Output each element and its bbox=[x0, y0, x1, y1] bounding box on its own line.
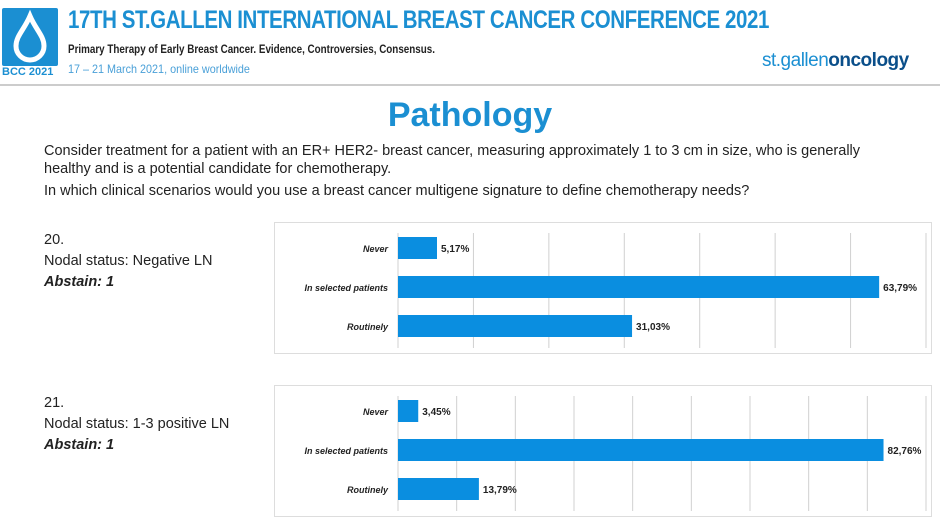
conference-date: 17 – 21 March 2021, online worldwide bbox=[68, 62, 250, 76]
bar bbox=[398, 400, 419, 422]
brand-a: st.gallen bbox=[762, 50, 829, 71]
conference-subtitle: Primary Therapy of Early Breast Cancer. … bbox=[68, 42, 435, 56]
brand-b: oncology bbox=[828, 50, 909, 71]
abstain-count: Abstain: 1 bbox=[44, 274, 115, 290]
data-label: 5,17% bbox=[441, 244, 469, 255]
bar bbox=[398, 276, 880, 298]
category-label: Never bbox=[363, 244, 389, 254]
question-label: Nodal status: 1-3 positive LN bbox=[44, 416, 230, 432]
bar bbox=[398, 439, 884, 461]
abstain-count: Abstain: 1 bbox=[44, 437, 115, 453]
question-number: 21. bbox=[44, 395, 65, 411]
bar bbox=[398, 315, 633, 337]
data-label: 3,45% bbox=[422, 407, 450, 418]
scenario-text: Consider treatment for a patient with an… bbox=[44, 143, 861, 177]
data-label: 63,79% bbox=[883, 283, 917, 294]
data-label: 13,79% bbox=[483, 485, 517, 496]
slide-title: Pathology bbox=[387, 96, 553, 134]
brand-logo: st.gallenoncology bbox=[762, 50, 909, 72]
question-20: 20. Nodal status: Negative LN Abstain: 1 bbox=[44, 230, 212, 293]
chart-20: Never 5,17% In selected patients 63,79% Rout… bbox=[274, 222, 932, 354]
question-text: In which clinical scenarios would you us… bbox=[44, 183, 750, 199]
data-label: 82,76% bbox=[888, 446, 922, 457]
category-label: Never bbox=[363, 407, 389, 417]
bcc-logo bbox=[2, 8, 58, 66]
question-label: Nodal status: Negative LN bbox=[44, 253, 213, 269]
logo-text: BCC 2021 bbox=[2, 66, 54, 78]
conference-title: 17TH ST.GALLEN INTERNATIONAL BREAST CANC… bbox=[68, 6, 770, 34]
question-21: 21. Nodal status: 1-3 positive LN Abstai… bbox=[44, 393, 229, 456]
chart-21: Never 3,45% In selected patients 82,76% Rout… bbox=[274, 385, 932, 517]
header-divider bbox=[0, 84, 940, 86]
data-label: 31,03% bbox=[636, 322, 670, 333]
bar bbox=[398, 478, 479, 500]
bar bbox=[398, 237, 437, 259]
category-label: In selected patients bbox=[304, 283, 388, 293]
category-label: In selected patients bbox=[304, 446, 388, 456]
intro-text: Consider treatment for a patient with an… bbox=[44, 142, 904, 200]
category-label: Routinely bbox=[347, 322, 389, 332]
category-label: Routinely bbox=[347, 485, 389, 495]
question-number: 20. bbox=[44, 232, 65, 248]
